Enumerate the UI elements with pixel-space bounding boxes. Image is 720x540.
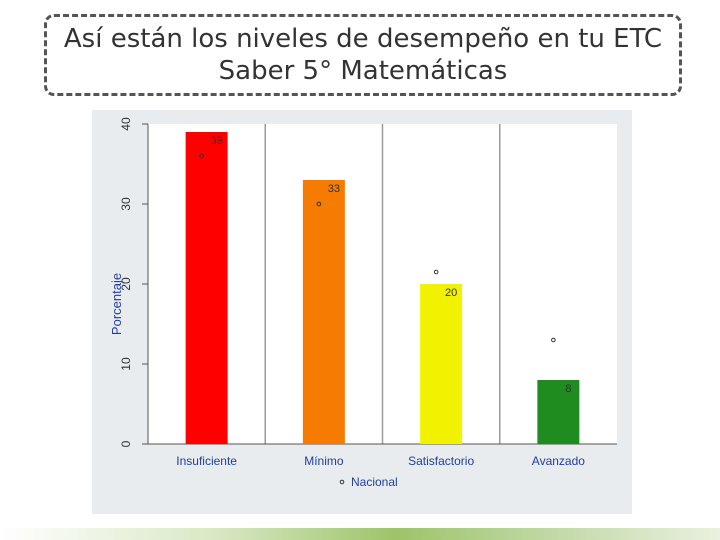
legend-label: Nacional [351,475,398,489]
y-tick-label: 10 [119,357,133,371]
x-tick-label: Avanzado [532,454,585,468]
slide-title-line-2: Saber 5° Matemáticas [218,56,508,86]
y-tick-label: 40 [119,117,133,131]
chart-panel: 0 10 20 30 40 Porcentaje 39 Insuficiente 33 Mínim… [92,110,632,514]
nacional-point [551,337,556,343]
x-tick-label: Insuficiente [176,454,237,468]
slide-title-line-1: Así están los niveles de desempeño en tu… [63,24,663,54]
nacional-point [316,201,322,207]
nacional-point [199,153,204,159]
bar [537,380,580,444]
bar [420,284,463,444]
x-tick-label: Satisfactorio [408,454,474,468]
bar-data-label: 8 [565,383,571,395]
y-axis-label: Porcentaje [109,273,124,335]
bar-data-label: 39 [211,135,223,147]
bar [185,132,228,444]
y-tick-label: 20 [119,277,133,291]
legend-marker [339,479,345,485]
bottom-decorative-strip [0,528,720,540]
performance-chart: 0 10 20 30 40 Porcentaje 39 Insuficiente 33 Mínim… [109,117,617,489]
bar [302,180,345,444]
x-tick-label: Mínimo [304,454,344,468]
y-tick-label: 30 [119,197,133,211]
bar-data-label: 20 [445,287,457,299]
y-tick-label: 0 [119,440,133,447]
slide-title-box: Así están los niveles de desempeño en tu… [44,14,682,96]
bar-data-label: 33 [328,183,340,195]
nacional-point [433,269,439,275]
